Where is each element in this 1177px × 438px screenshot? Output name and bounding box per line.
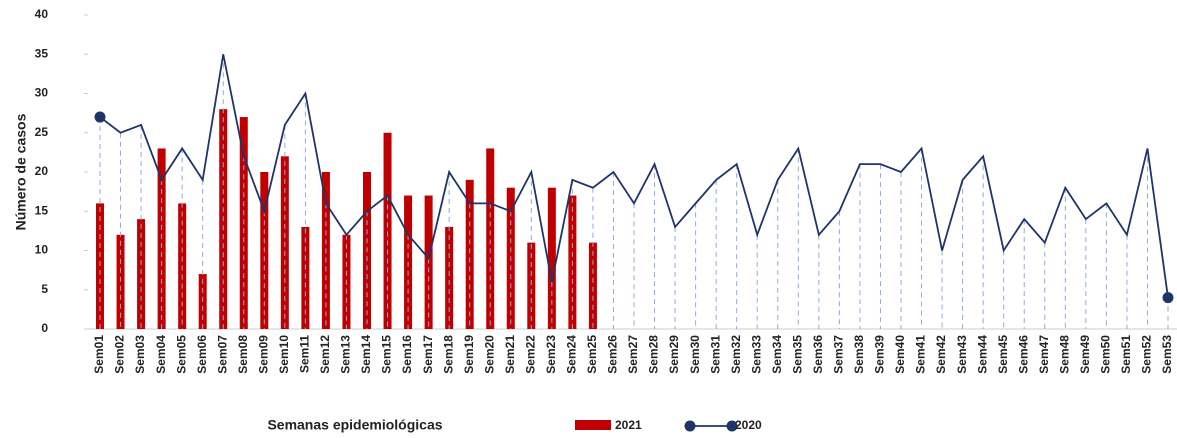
bar (383, 132, 392, 329)
x-tick-label: Sem48 (1057, 335, 1071, 374)
x-tick-label: Sem37 (832, 335, 846, 374)
x-tick-label: Sem10 (277, 335, 291, 374)
x-tick-label: Sem51 (1119, 335, 1133, 374)
x-tick-label: Sem42 (934, 335, 948, 374)
x-tick-label: Sem13 (339, 335, 353, 374)
bar (547, 187, 556, 329)
x-tick-label: Sem33 (749, 335, 763, 374)
point-marker (94, 111, 106, 123)
x-tick-label: Sem12 (318, 335, 332, 374)
y-tick-label: 30 (35, 86, 49, 100)
y-tick-label: 20 (35, 164, 49, 178)
legend-swatch (575, 420, 611, 430)
x-tick-label: Sem04 (154, 335, 168, 374)
x-tick-label: Sem01 (92, 335, 106, 374)
bar (96, 203, 104, 329)
x-tick-label: Sem47 (1037, 335, 1051, 374)
x-tick-label: Sem40 (893, 335, 907, 374)
y-tick-label: 10 (35, 243, 49, 257)
x-tick-label: Sem35 (790, 335, 804, 374)
x-tick-label: Sem32 (729, 335, 743, 374)
x-tick-label: Sem26 (606, 335, 620, 374)
x-tick-label: Sem36 (811, 335, 825, 374)
y-axis-label: Número de casos (13, 113, 29, 230)
x-tick-label: Sem17 (421, 335, 435, 374)
bar (137, 219, 146, 329)
legend-label: 2020 (735, 418, 762, 432)
y-tick-label: 25 (35, 125, 49, 139)
x-tick-label: Sem50 (1099, 335, 1113, 374)
x-tick-label: Sem52 (1140, 335, 1154, 374)
x-tick-label: Sem29 (667, 335, 681, 374)
y-tick-label: 15 (35, 203, 49, 217)
x-tick-label: Sem46 (1016, 335, 1030, 374)
bar (588, 242, 597, 329)
y-tick-label: 40 (35, 7, 49, 21)
bar (486, 148, 495, 329)
x-tick-label: Sem38 (852, 335, 866, 374)
y-tick-label: 35 (35, 46, 49, 60)
x-tick-label: Sem44 (975, 335, 989, 374)
x-tick-label: Sem09 (256, 335, 270, 374)
x-tick-label: Sem08 (236, 335, 250, 374)
y-tick-label: 0 (41, 321, 48, 335)
x-tick-label: Sem20 (482, 335, 496, 374)
x-tick-label: Sem31 (708, 335, 722, 374)
x-tick-label: Sem19 (462, 335, 476, 374)
line (99, 54, 1169, 298)
x-tick-label: Sem41 (914, 335, 928, 374)
x-tick-label: Sem45 (996, 335, 1010, 374)
x-tick-label: Sem18 (441, 335, 455, 374)
x-tick-label: Sem07 (215, 335, 229, 374)
legend-label: 2021 (615, 418, 642, 432)
x-tick-label: Sem11 (298, 335, 312, 373)
x-tick-label: Sem21 (503, 335, 517, 374)
point-marker (1162, 292, 1174, 304)
x-tick-label: Sem02 (113, 335, 127, 374)
x-tick-label: Sem30 (688, 335, 702, 374)
x-tick-label: Sem03 (133, 335, 147, 374)
x-tick-label: Sem23 (544, 335, 558, 374)
bar (116, 234, 125, 329)
x-tick-label: Sem25 (585, 335, 599, 374)
x-tick-label: Sem28 (647, 335, 661, 374)
x-tick-label: Sem15 (380, 335, 394, 374)
x-tick-label: Sem27 (626, 335, 640, 374)
x-tick-label: Sem22 (523, 335, 537, 374)
x-tick-label: Sem16 (400, 335, 414, 374)
x-tick-label: Sem06 (195, 335, 209, 374)
x-tick-label: Sem53 (1160, 335, 1174, 374)
x-tick-label: Sem24 (565, 335, 579, 374)
bar (527, 242, 536, 329)
x-tick-label: Sem49 (1078, 335, 1092, 374)
x-tick-label: Sem43 (955, 335, 969, 374)
x-tick-label: Sem14 (359, 335, 373, 374)
legend-marker (684, 420, 696, 432)
x-tick-label: Sem05 (174, 335, 188, 374)
bar (465, 179, 474, 329)
legend-marker (726, 420, 738, 432)
bar (445, 226, 454, 329)
x-axis-label: Semanas epidemiológicas (267, 417, 442, 433)
y-tick-label: 5 (41, 282, 48, 296)
x-tick-label: Sem39 (873, 335, 887, 374)
x-tick-label: Sem34 (770, 335, 784, 374)
